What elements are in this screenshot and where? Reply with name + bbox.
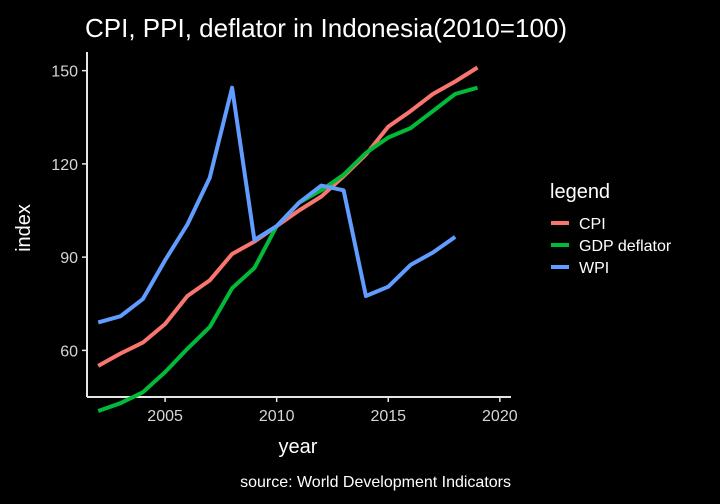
series-layer	[97, 65, 479, 413]
x-tick-label: 2010	[259, 408, 295, 425]
x-axis-title: year	[279, 436, 318, 458]
series-line-gdp-deflator	[97, 85, 479, 413]
legend-label-wpi: WPI	[579, 260, 609, 277]
y-tick-label: 120	[51, 157, 78, 174]
y-tick-label: 90	[60, 250, 78, 267]
chart-title: CPI, PPI, deflator in Indonesia(2010=100…	[85, 13, 567, 43]
x-tick-label: 2020	[482, 408, 518, 425]
y-axis-title: index	[13, 204, 35, 252]
legend-label-cpi: CPI	[579, 216, 606, 233]
x-tick-label: 2005	[147, 408, 183, 425]
x-tick-label: 2015	[370, 408, 406, 425]
series-line-wpi	[97, 85, 457, 325]
series-line-cpi	[97, 65, 479, 368]
axes: 2005 2010 2015 2020 60 90 120 150	[51, 52, 518, 425]
legend: CPI GDP deflator WPI	[551, 216, 672, 277]
legend-title: legend	[550, 181, 610, 203]
y-tick-label: 60	[60, 343, 78, 360]
legend-label-gdp-deflator: GDP deflator	[579, 238, 672, 255]
y-tick-label: 150	[51, 64, 78, 81]
caption: source: World Development Indicators	[240, 474, 511, 491]
